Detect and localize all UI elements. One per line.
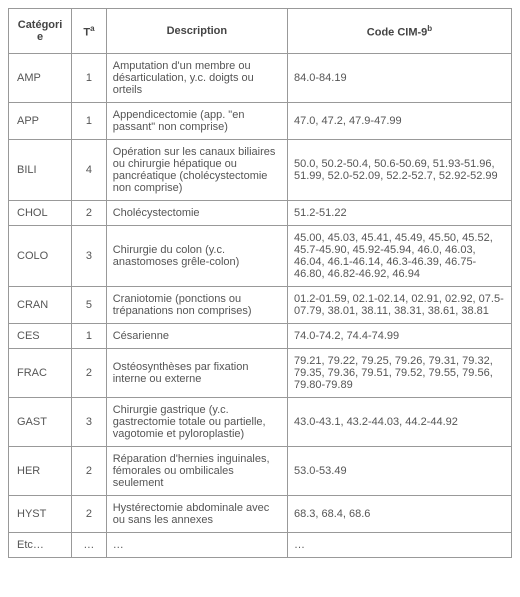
cell-description: Réparation d'hernies inguinales, fémoral… <box>106 447 287 496</box>
cell-code: 84.0-84.19 <box>287 54 511 103</box>
cell-description: Appendicectomie (app. "en passant" non c… <box>106 103 287 140</box>
table-header-row: Catégorie Ta Description Code CIM-9b <box>9 9 512 54</box>
cell-category: Etc… <box>9 533 72 558</box>
cell-code: 79.21, 79.22, 79.25, 79.26, 79.31, 79.32… <box>287 349 511 398</box>
table-row: CRAN5Craniotomie (ponctions ou trépanati… <box>9 287 512 324</box>
col-header-description: Description <box>106 9 287 54</box>
cell-description: Césarienne <box>106 324 287 349</box>
cell-code: … <box>287 533 511 558</box>
table-row: Etc………… <box>9 533 512 558</box>
cell-description: Hystérectomie abdominale avec ou sans le… <box>106 496 287 533</box>
cell-code: 50.0, 50.2-50.4, 50.6-50.69, 51.93-51.96… <box>287 140 511 201</box>
table-row: COLO3Chirurgie du colon (y.c. anastomose… <box>9 226 512 287</box>
col-header-code-sup: b <box>427 24 432 33</box>
cell-t: 4 <box>72 140 107 201</box>
table-row: FRAC2Ostéosynthèses par fixation interne… <box>9 349 512 398</box>
table-row: APP1Appendicectomie (app. "en passant" n… <box>9 103 512 140</box>
table-row: HYST2Hystérectomie abdominale avec ou sa… <box>9 496 512 533</box>
table-row: GAST3Chirurgie gastrique (y.c. gastrecto… <box>9 398 512 447</box>
page: Catégorie Ta Description Code CIM-9b AMP… <box>0 0 520 566</box>
cell-code: 45.00, 45.03, 45.41, 45.49, 45.50, 45.52… <box>287 226 511 287</box>
col-header-category: Catégorie <box>9 9 72 54</box>
cell-description: Cholécystectomie <box>106 201 287 226</box>
cell-code: 53.0-53.49 <box>287 447 511 496</box>
cell-category: APP <box>9 103 72 140</box>
cell-code: 47.0, 47.2, 47.9-47.99 <box>287 103 511 140</box>
cell-description: Chirurgie gastrique (y.c. gastrectomie t… <box>106 398 287 447</box>
cell-t: 2 <box>72 496 107 533</box>
cell-category: AMP <box>9 54 72 103</box>
cell-code: 43.0-43.1, 43.2-44.03, 44.2-44.92 <box>287 398 511 447</box>
cell-category: COLO <box>9 226 72 287</box>
table-row: AMP1Amputation d'un membre ou désarticul… <box>9 54 512 103</box>
cell-category: HER <box>9 447 72 496</box>
cell-code: 51.2-51.22 <box>287 201 511 226</box>
cell-description: Opération sur les canaux biliaires ou ch… <box>106 140 287 201</box>
cell-t: 3 <box>72 398 107 447</box>
cell-description: Ostéosynthèses par fixation interne ou e… <box>106 349 287 398</box>
procedure-table: Catégorie Ta Description Code CIM-9b AMP… <box>8 8 512 558</box>
cell-t: 5 <box>72 287 107 324</box>
cell-description: Craniotomie (ponctions ou trépanations n… <box>106 287 287 324</box>
cell-description: … <box>106 533 287 558</box>
table-row: BILI4Opération sur les canaux biliaires … <box>9 140 512 201</box>
cell-t: 2 <box>72 349 107 398</box>
cell-t: … <box>72 533 107 558</box>
table-row: HER2Réparation d'hernies inguinales, fém… <box>9 447 512 496</box>
cell-t: 3 <box>72 226 107 287</box>
cell-category: CRAN <box>9 287 72 324</box>
cell-category: BILI <box>9 140 72 201</box>
cell-code: 01.2-01.59, 02.1-02.14, 02.91, 02.92, 07… <box>287 287 511 324</box>
cell-category: FRAC <box>9 349 72 398</box>
table-body: AMP1Amputation d'un membre ou désarticul… <box>9 54 512 558</box>
col-header-t-sup: a <box>90 24 94 33</box>
cell-t: 2 <box>72 201 107 226</box>
cell-t: 1 <box>72 324 107 349</box>
col-header-t: Ta <box>72 9 107 54</box>
cell-t: 1 <box>72 54 107 103</box>
table-row: CHOL2Cholécystectomie51.2-51.22 <box>9 201 512 226</box>
cell-code: 68.3, 68.4, 68.6 <box>287 496 511 533</box>
col-header-code: Code CIM-9b <box>287 9 511 54</box>
cell-description: Chirurgie du colon (y.c. anastomoses grê… <box>106 226 287 287</box>
cell-t: 1 <box>72 103 107 140</box>
cell-t: 2 <box>72 447 107 496</box>
col-header-code-label: Code CIM-9 <box>367 26 428 38</box>
cell-description: Amputation d'un membre ou désarticulatio… <box>106 54 287 103</box>
cell-code: 74.0-74.2, 74.4-74.99 <box>287 324 511 349</box>
cell-category: CHOL <box>9 201 72 226</box>
cell-category: GAST <box>9 398 72 447</box>
table-row: CES1Césarienne74.0-74.2, 74.4-74.99 <box>9 324 512 349</box>
cell-category: CES <box>9 324 72 349</box>
cell-category: HYST <box>9 496 72 533</box>
